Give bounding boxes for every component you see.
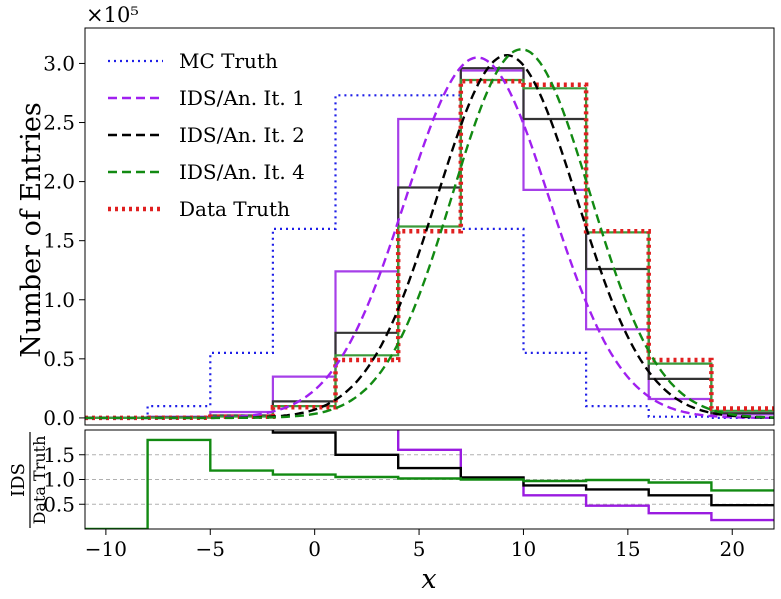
x-tick-label: −5	[196, 537, 225, 561]
main-y-axis-label: Number of Entries	[16, 102, 47, 358]
y-tick-label: 0.5	[43, 347, 75, 371]
y-tick-label: 3.0	[43, 51, 75, 75]
y-offset-text: ×10⁵	[86, 3, 139, 27]
ratio-y-label-denominator: Data Truth	[30, 436, 49, 525]
fit-curve-2	[85, 48, 774, 420]
main-y-ticks: 0.0 0.5 1.0 1.5 2.0 2.5 3.0	[43, 51, 85, 430]
ratio-line-1	[271, 430, 774, 507]
legend: MC Truth IDS/An. It. 1 IDS/An. It. 2 IDS/An…	[108, 49, 305, 221]
legend-label: MC Truth	[179, 49, 278, 73]
y-tick-label: 1.0	[43, 288, 75, 312]
histogram-2	[85, 67, 774, 419]
x-ticks: −10 −5 0 5 10 15 20	[85, 529, 745, 561]
histogram-4	[85, 78, 774, 421]
y-tick-label: 2.0	[43, 170, 75, 194]
main-histograms	[85, 67, 774, 421]
y-tick-label: 1.5	[43, 229, 75, 253]
ratio-y-axis-label: IDS Data Truth	[8, 432, 49, 528]
main-plot-frame	[84, 27, 775, 426]
x-tick-label: 20	[720, 537, 745, 561]
ratio-y-tick-label: 0.5	[43, 492, 75, 516]
legend-label: IDS/An. It. 4	[179, 160, 305, 184]
x-axis-label: x	[421, 564, 436, 595]
x-tick-label: 15	[615, 537, 640, 561]
legend-label: IDS/An. It. 2	[179, 123, 305, 147]
x-tick-label: 10	[511, 537, 536, 561]
ratio-line-2	[85, 438, 774, 529]
legend-label: IDS/An. It. 1	[179, 86, 305, 110]
x-tick-label: −10	[85, 537, 127, 561]
x-tick-label: 0	[308, 537, 321, 561]
ratio-lines	[85, 430, 774, 529]
ratio-y-label-numerator: IDS	[8, 463, 29, 497]
ratio-y-tick-label: 1.0	[43, 468, 75, 492]
ratio-line-0	[397, 430, 774, 522]
legend-label: Data Truth	[179, 197, 290, 221]
ratio-y-ticks: 0.51.01.5	[43, 443, 85, 516]
main-curves	[85, 48, 774, 420]
x-tick-label: 5	[413, 537, 426, 561]
ratio-y-tick-label: 1.5	[43, 443, 75, 467]
y-tick-label: 2.5	[43, 111, 75, 135]
y-tick-label: 0.0	[43, 406, 75, 430]
